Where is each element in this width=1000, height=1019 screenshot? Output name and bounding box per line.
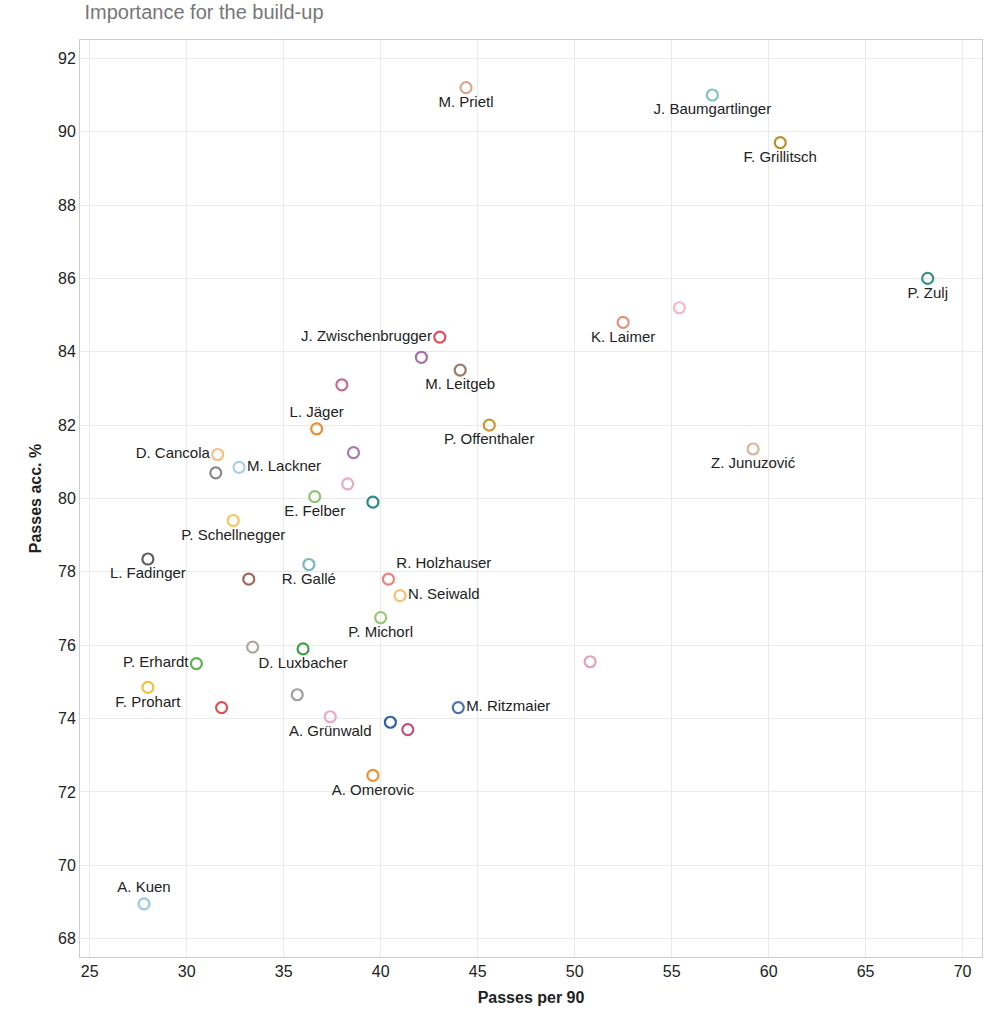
- svg-text:M. Lackner: M. Lackner: [247, 457, 321, 474]
- svg-text:68: 68: [58, 930, 76, 947]
- svg-text:R. Holzhauser: R. Holzhauser: [396, 554, 491, 571]
- svg-text:Passes per 90: Passes per 90: [478, 989, 585, 1006]
- svg-text:P. Erhardt: P. Erhardt: [123, 653, 189, 670]
- svg-text:D. Luxbacher: D. Luxbacher: [258, 654, 347, 671]
- svg-text:F. Grillitsch: F. Grillitsch: [744, 148, 817, 165]
- svg-text:Passes acc. %: Passes acc. %: [27, 444, 44, 553]
- svg-text:35: 35: [275, 963, 293, 980]
- svg-text:72: 72: [58, 784, 76, 801]
- svg-text:E. Felber: E. Felber: [284, 502, 345, 519]
- svg-text:90: 90: [58, 123, 76, 140]
- svg-text:D. Cancola: D. Cancola: [136, 444, 211, 461]
- svg-text:60: 60: [760, 963, 778, 980]
- svg-text:86: 86: [58, 270, 76, 287]
- svg-text:92: 92: [58, 50, 76, 67]
- svg-text:P. Zulj: P. Zulj: [907, 284, 948, 301]
- svg-text:55: 55: [663, 963, 681, 980]
- svg-text:N. Seiwald: N. Seiwald: [408, 585, 480, 602]
- svg-text:P. Schellnegger: P. Schellnegger: [181, 526, 285, 543]
- svg-text:30: 30: [178, 963, 196, 980]
- svg-text:76: 76: [58, 637, 76, 654]
- svg-text:Importance for the build-up: Importance for the build-up: [85, 1, 324, 23]
- svg-text:74: 74: [58, 710, 76, 727]
- svg-text:45: 45: [469, 963, 487, 980]
- svg-text:84: 84: [58, 343, 76, 360]
- svg-text:65: 65: [857, 963, 875, 980]
- svg-text:J. Zwischenbrugger: J. Zwischenbrugger: [301, 327, 432, 344]
- svg-text:F. Prohart: F. Prohart: [115, 693, 181, 710]
- svg-text:70: 70: [58, 857, 76, 874]
- svg-text:88: 88: [58, 197, 76, 214]
- svg-text:J. Baumgartlinger: J. Baumgartlinger: [654, 100, 772, 117]
- svg-text:L. Fadinger: L. Fadinger: [110, 564, 186, 581]
- svg-text:M. Prietl: M. Prietl: [439, 93, 494, 110]
- svg-text:L. Jäger: L. Jäger: [290, 403, 344, 420]
- svg-text:A. Omerovic: A. Omerovic: [332, 781, 415, 798]
- svg-text:Z. Junuzović: Z. Junuzović: [711, 454, 796, 471]
- svg-text:M. Ritzmaier: M. Ritzmaier: [466, 697, 550, 714]
- svg-text:80: 80: [58, 490, 76, 507]
- svg-text:82: 82: [58, 417, 76, 434]
- svg-text:50: 50: [566, 963, 584, 980]
- svg-text:A. Grünwald: A. Grünwald: [289, 722, 372, 739]
- svg-text:R. Gallé: R. Gallé: [282, 570, 336, 587]
- svg-text:M. Leitgeb: M. Leitgeb: [425, 375, 495, 392]
- svg-text:P. Offenthaler: P. Offenthaler: [444, 430, 534, 447]
- svg-text:A. Kuen: A. Kuen: [117, 878, 170, 895]
- svg-text:78: 78: [58, 563, 76, 580]
- svg-text:70: 70: [954, 963, 972, 980]
- svg-text:P. Michorl: P. Michorl: [348, 623, 413, 640]
- svg-text:25: 25: [81, 963, 99, 980]
- svg-text:40: 40: [372, 963, 390, 980]
- svg-text:K. Laimer: K. Laimer: [591, 328, 655, 345]
